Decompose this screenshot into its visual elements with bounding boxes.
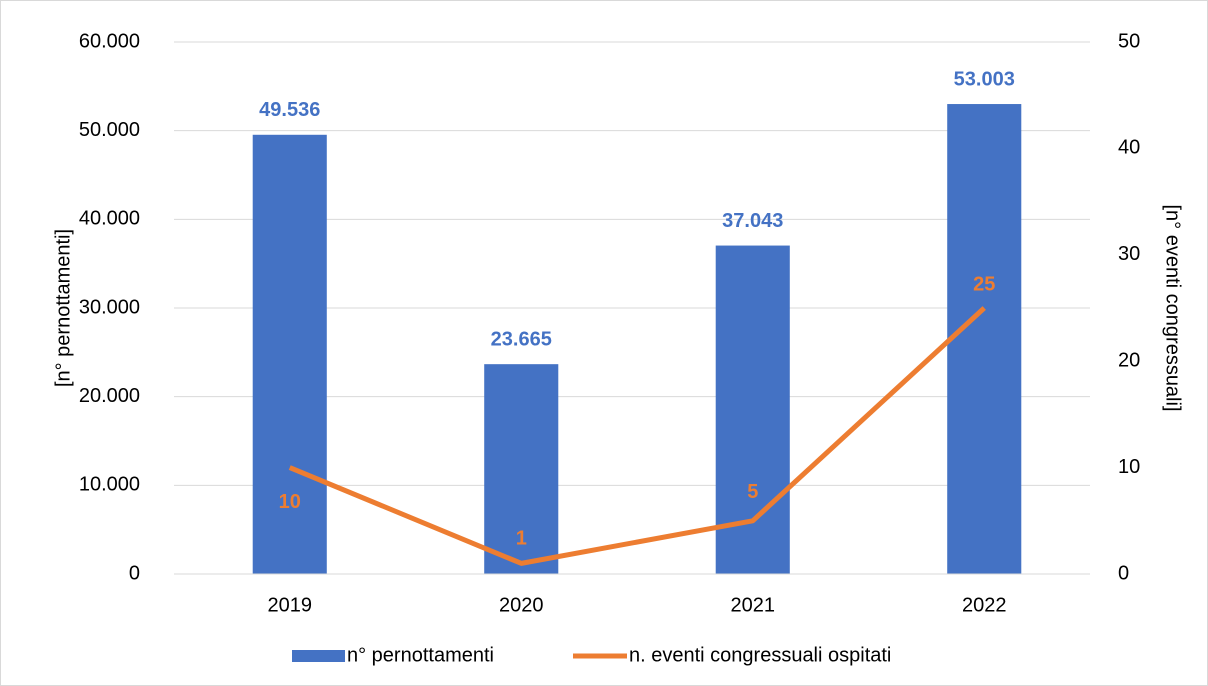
y-tick-label: 40.000 xyxy=(79,208,140,230)
y-tick-label: 50.000 xyxy=(79,119,140,141)
line-data-label: 25 xyxy=(973,273,995,295)
y2-tick-label: 10 xyxy=(1118,456,1140,478)
y-tick-label: 10.000 xyxy=(79,474,140,496)
y2-tick-label: 20 xyxy=(1118,349,1140,371)
legend-label: n° pernottamenti xyxy=(347,644,494,666)
bar xyxy=(252,134,327,574)
bar xyxy=(484,364,559,574)
x-tick-label: 2021 xyxy=(731,594,776,616)
line-data-label: 5 xyxy=(747,481,758,503)
y2-tick-label: 30 xyxy=(1118,243,1140,265)
data-label: 49.536 xyxy=(259,99,320,121)
legend-swatch xyxy=(292,650,345,662)
x-tick-label: 2020 xyxy=(499,594,544,616)
y-tick-label: 60.000 xyxy=(79,30,140,52)
data-label: 53.003 xyxy=(954,68,1015,90)
y2-axis-title: [n° eventi congressuali] xyxy=(1162,204,1184,411)
line-data-label: 1 xyxy=(516,528,527,550)
x-tick-label: 2019 xyxy=(268,594,313,616)
data-label: 23.665 xyxy=(491,328,552,350)
y2-tick-label: 40 xyxy=(1118,137,1140,159)
y2-tick-label: 0 xyxy=(1118,562,1129,584)
y2-tick-label: 50 xyxy=(1118,30,1140,52)
line-data-label: 10 xyxy=(279,491,301,513)
legend-label: n. eventi congressuali ospitati xyxy=(629,644,891,666)
data-label: 37.043 xyxy=(722,210,783,232)
x-tick-label: 2022 xyxy=(962,594,1007,616)
line-series xyxy=(288,306,986,566)
y-tick-label: 20.000 xyxy=(79,385,140,407)
y-tick-label: 30.000 xyxy=(79,296,140,318)
y-tick-label: 0 xyxy=(129,562,140,584)
bar xyxy=(947,104,1022,574)
y-axis-title: [n° pernottamenti] xyxy=(52,229,74,387)
